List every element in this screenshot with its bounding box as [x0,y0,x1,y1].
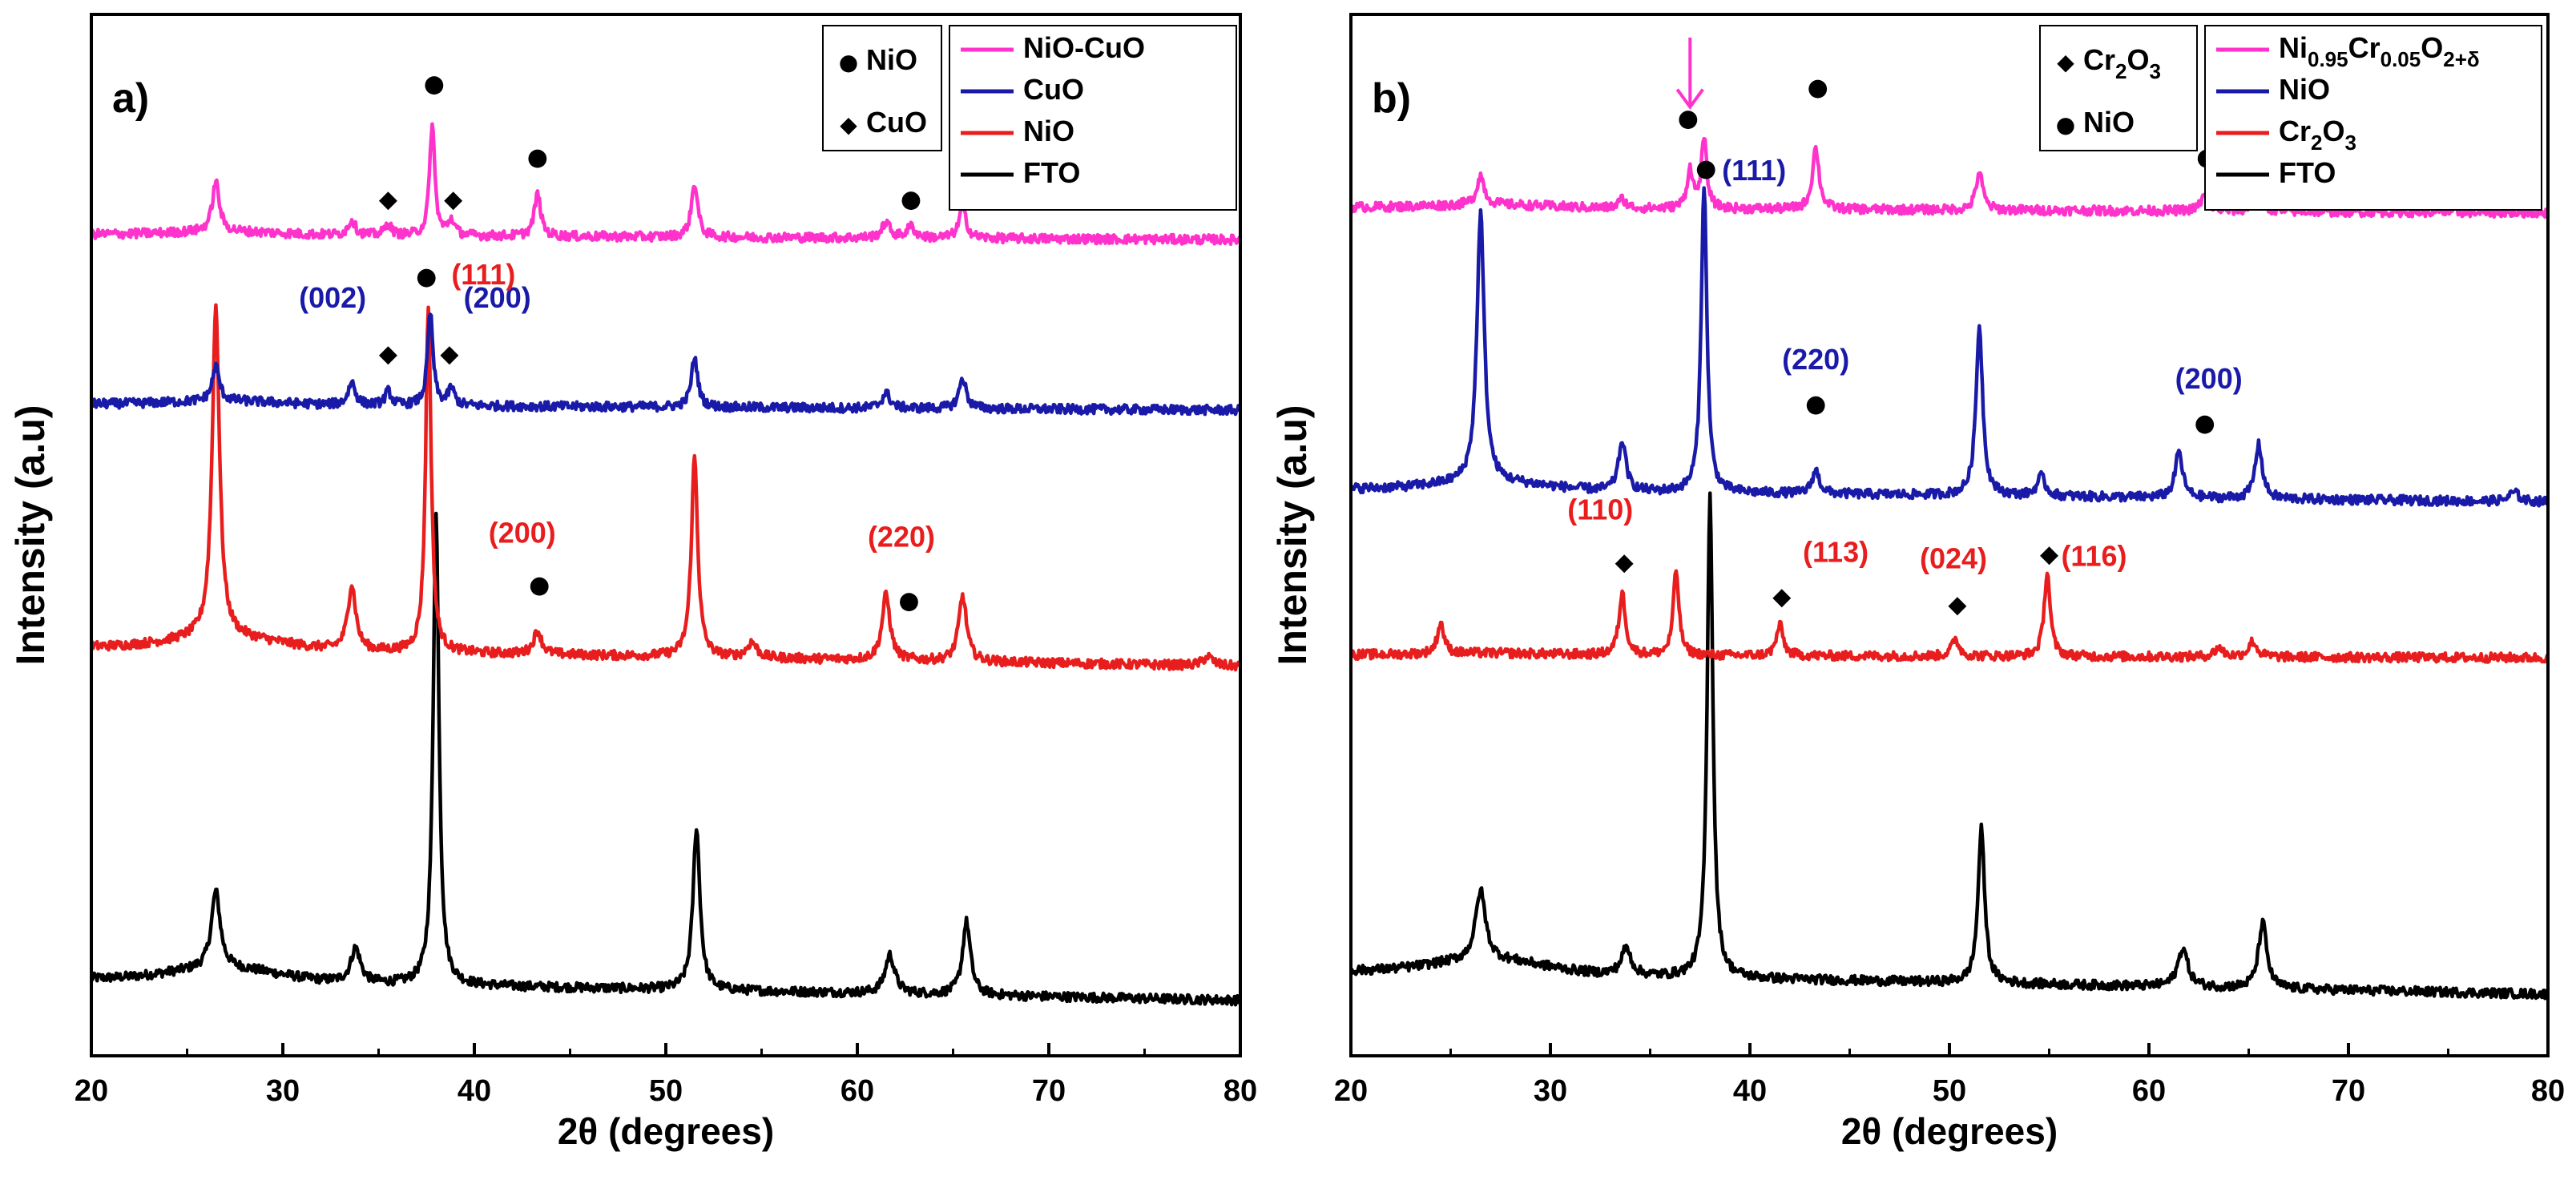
phase-legend-label: NiO [2083,106,2135,139]
phase-marker-diamond: ◆ [379,186,397,214]
legend-label-fto: FTO [1023,156,1080,189]
panel-b: 20 30 40 50 60 70 80 2θ (degrees) Intensity (a.u… [1270,13,2565,1152]
phase-marker-dot: ● [1808,74,1828,102]
phase-legend-symbol: ● [839,49,858,75]
x-tick-label: 70 [2332,1074,2365,1108]
legend-label-cr2o3: Cr2O3 [2279,115,2356,155]
peak-annotation: (220) [1782,343,1849,376]
arrow-head [1675,88,1704,110]
peak-annotation: (110) [1567,493,1633,526]
phase-marker-diamond: ◆ [2040,541,2058,569]
phase-marker-dot: ● [1678,105,1699,133]
legend-label-cuo: CuO [1023,73,1084,106]
x-tick-label: 20 [1334,1074,1368,1108]
phase-marker-dot: ● [1805,390,1826,418]
series-group [1353,136,2546,1001]
phase-marker-diamond: ◆ [1772,583,1791,611]
series-group [93,122,1239,1007]
phase-marker-diamond: ◆ [1615,548,1634,576]
series-line-nio [1353,186,2546,508]
phase-legend-box [822,25,942,151]
legend-label-nio-cuo: NiO-CuO [1023,31,1145,64]
legend-label-fto: FTO [2279,156,2336,189]
peak-annotation: (002) [299,281,366,314]
peak-annotation: (200) [2175,362,2243,395]
phase-marker-dot: ● [898,586,919,614]
x-tick-label: 40 [458,1074,491,1108]
series-legend-box [2204,25,2542,211]
phase-legend-box [2039,25,2198,151]
panel-label: b) [1372,75,1411,122]
peak-annotation: (220) [868,520,935,553]
phase-marker-diamond: ◆ [440,340,458,368]
legend-label-ni0-95cr0-05o2: Ni0.95Cr0.05O2+δ [2279,31,2480,71]
x-tick-label: 50 [1933,1074,1966,1108]
y-axis-label: Intensity (a.u) [1270,405,1315,665]
peak-annotation: (111) [1722,154,1786,187]
phase-marker-diamond: ◆ [379,340,397,368]
x-tick-label: 40 [1733,1074,1767,1108]
legend-label-nio: NiO [1023,115,1074,147]
phase-marker-dot: ● [901,186,921,214]
peak-annotation: (113) [1803,536,1869,569]
x-axis-label: 2θ (degrees) [558,1110,774,1152]
series-legend-box [949,25,1237,211]
phase-marker-dot: ● [1695,155,1716,183]
x-tick-label: 70 [1032,1074,1066,1108]
x-tick-label: 30 [1534,1074,1567,1108]
phase-marker-diamond: ◆ [444,186,462,214]
phase-marker-dot: ● [529,571,550,599]
phase-legend-symbol: ● [2056,111,2075,138]
x-tick-label: 80 [1223,1074,1257,1108]
x-tick-label: 60 [2132,1074,2166,1108]
x-tick-label: 50 [649,1074,683,1108]
series-line-cuo [93,312,1239,417]
peak-annotation: (024) [1920,542,1987,574]
x-tick-label: 20 [75,1074,108,1108]
peak-annotation: (111) [451,258,515,291]
peak-annotation: (200) [464,281,531,314]
panel-label: a) [112,75,149,122]
x-tick-label: 80 [2531,1074,2565,1108]
y-axis-label: Intensity (a.u) [8,405,53,665]
phase-legend-symbol: ◆ [840,111,857,138]
series-line-fto [93,511,1239,1007]
series-line-nio-cuo [93,122,1239,247]
legend-label-nio: NiO [2279,73,2330,106]
phase-marker-dot: ● [424,70,445,98]
peak-annotation: (116) [2061,540,2127,573]
series-line-fto [1353,491,2546,1001]
peak-annotation: (200) [489,517,556,550]
phase-legend-label: Cr2O3 [2083,43,2161,83]
series-line-ni0-95cr0-05o2 [1353,136,2546,219]
series-line-nio [93,303,1239,672]
x-tick-label: 30 [266,1074,300,1108]
phase-marker-dot: ● [527,143,548,171]
phase-marker-dot: ● [416,263,437,291]
panel-a: 20 30 40 50 60 70 80 2θ (degrees) Intensity (a.u… [8,13,1257,1152]
x-tick-label: 60 [841,1074,874,1108]
phase-legend-symbol: ◆ [2057,49,2074,75]
phase-legend-label: CuO [866,106,927,139]
phase-legend-label: NiO [866,43,917,76]
x-axis-label: 2θ (degrees) [1841,1110,2058,1152]
phase-marker-diamond: ◆ [1948,590,1966,618]
phase-marker-dot: ● [2195,409,2215,437]
series-line-cr2o3 [1353,569,2546,664]
